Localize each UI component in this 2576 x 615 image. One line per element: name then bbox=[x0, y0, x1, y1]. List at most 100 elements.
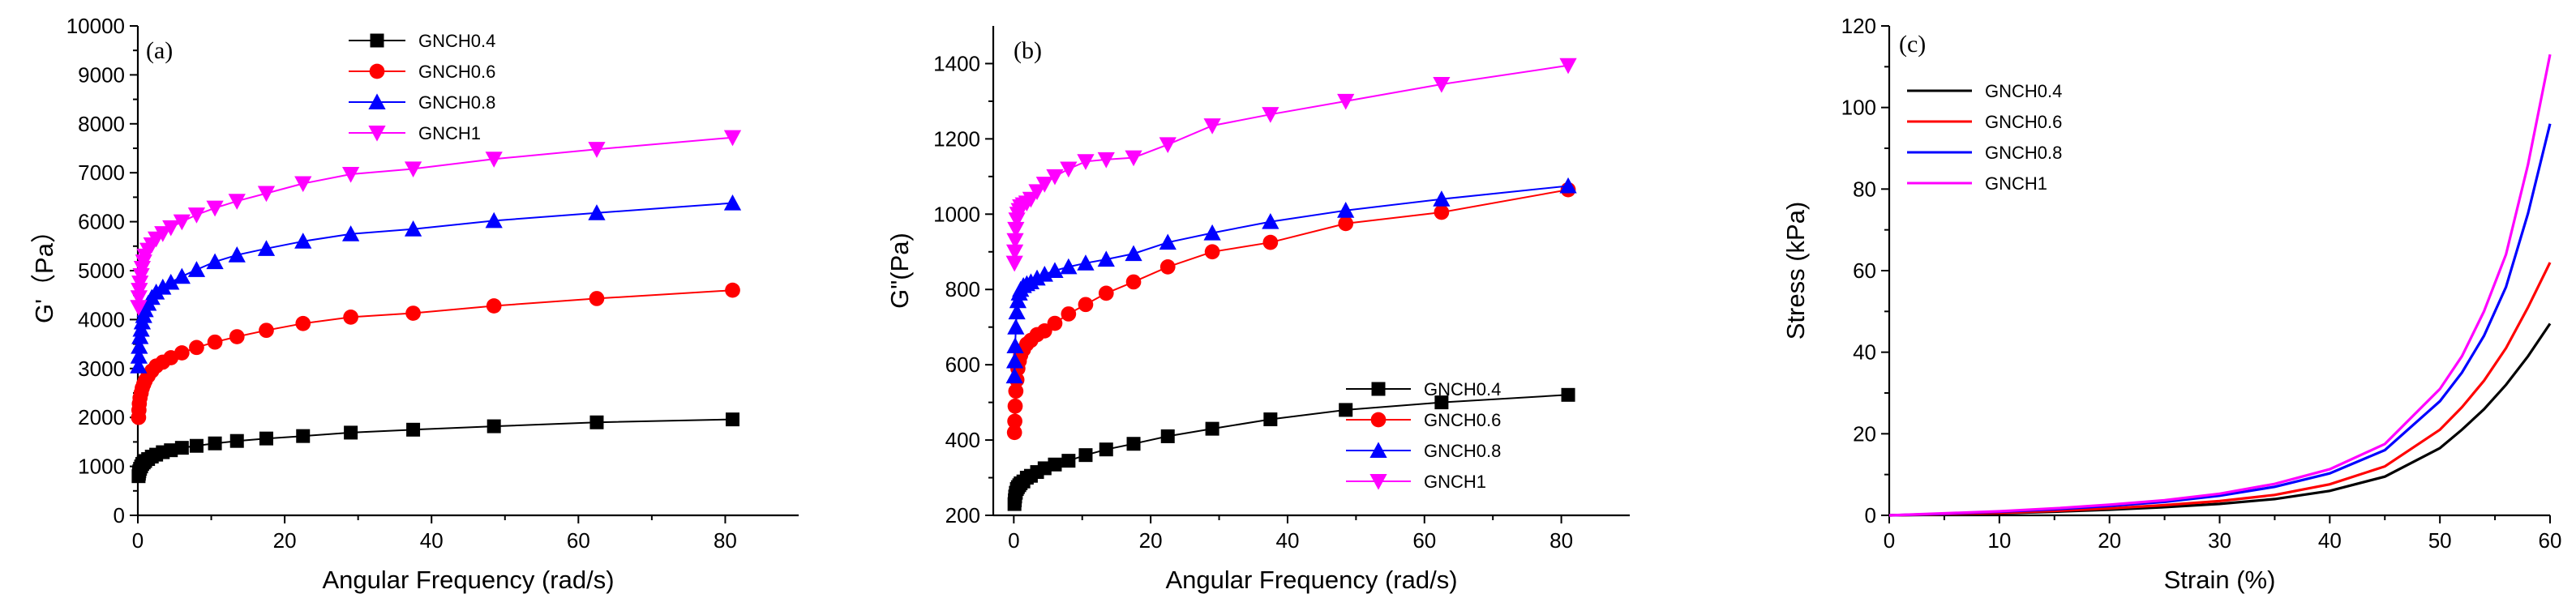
data-point-triangle-down bbox=[1203, 118, 1221, 135]
y-tick-label: 1400 bbox=[933, 51, 980, 75]
data-point-triangle-down bbox=[294, 176, 312, 193]
data-point-triangle-down bbox=[206, 200, 224, 217]
data-point-square bbox=[1434, 395, 1449, 410]
data-point-square bbox=[1061, 454, 1076, 468]
data-point-circle bbox=[207, 334, 223, 350]
data-point-circle bbox=[1047, 315, 1063, 331]
data-point-triangle-down bbox=[588, 142, 606, 158]
data-point-triangle-down bbox=[130, 290, 148, 306]
data-point-circle bbox=[343, 310, 358, 325]
legend-label: GNCH0.6 bbox=[418, 62, 495, 82]
data-point-triangle-down bbox=[485, 152, 503, 168]
data-point-square bbox=[259, 431, 273, 446]
data-point-triangle-up bbox=[1369, 442, 1387, 459]
x-tick-label: 50 bbox=[2428, 528, 2452, 553]
data-point-circle bbox=[486, 298, 502, 314]
data-point-triangle-up bbox=[187, 261, 206, 277]
data-point-triangle-down bbox=[341, 166, 360, 183]
data-point-triangle-up bbox=[1433, 190, 1451, 207]
data-point-circle bbox=[1125, 274, 1142, 290]
y-tick-label: 10000 bbox=[66, 14, 125, 38]
panel-a: 0 20 40 60 80 0 1000 2000 3000 4000 5000 6000 7000 80… bbox=[30, 14, 799, 594]
x-tick-label: 60 bbox=[2539, 528, 2562, 553]
data-point-triangle-down bbox=[723, 130, 742, 147]
y-tick-label: 0 bbox=[1865, 503, 1876, 527]
legend-label: GNCH0.8 bbox=[1985, 143, 2062, 163]
legend-label: GNCH1 bbox=[1424, 472, 1486, 492]
y-tick-label: 5000 bbox=[78, 258, 125, 283]
data-point-triangle-up bbox=[1005, 367, 1023, 384]
data-point-square bbox=[1371, 382, 1386, 396]
legend-label: GNCH0.8 bbox=[418, 92, 495, 113]
y-tick-label: 20 bbox=[1853, 421, 1876, 446]
legend-label: GNCH0.6 bbox=[1424, 410, 1501, 430]
data-point-square bbox=[589, 415, 604, 429]
y-tick-label: 6000 bbox=[78, 210, 125, 234]
data-point-circle bbox=[1098, 285, 1114, 301]
x-tick-label: 20 bbox=[2098, 528, 2121, 553]
data-point-triangle-down bbox=[173, 214, 191, 231]
x-axis-title: Angular Frequency (rad/s) bbox=[322, 566, 614, 594]
legend-label: GNCH0.8 bbox=[1424, 441, 1501, 461]
legend-label: GNCH1 bbox=[418, 123, 481, 143]
data-point-square bbox=[1126, 437, 1141, 451]
x-tick-label: 0 bbox=[132, 528, 144, 553]
data-point-triangle-up bbox=[368, 93, 386, 110]
y-tick-label: 4000 bbox=[78, 307, 125, 331]
data-point-triangle-down bbox=[1005, 255, 1023, 272]
legend-label: GNCH0.4 bbox=[1424, 379, 1501, 399]
y-tick-label: 8000 bbox=[78, 112, 125, 136]
data-point-triangle-down bbox=[187, 207, 206, 224]
series-line bbox=[1888, 262, 2552, 517]
x-tick-label: 20 bbox=[273, 528, 297, 553]
data-point-square bbox=[1099, 442, 1113, 457]
data-point-circle bbox=[295, 315, 311, 331]
x-tick-label: 0 bbox=[1884, 528, 1895, 553]
legend-label: GNCH0.4 bbox=[418, 31, 495, 51]
data-point-square bbox=[1160, 429, 1175, 443]
data-point-triangle-down bbox=[131, 275, 149, 292]
data-point-triangle-down bbox=[1433, 76, 1451, 93]
y-tick-label: 100 bbox=[1841, 96, 1876, 120]
x-tick-label: 60 bbox=[567, 528, 590, 553]
series-line bbox=[137, 289, 733, 418]
data-point-triangle-up bbox=[1007, 318, 1025, 335]
data-point-triangle-down bbox=[1125, 150, 1142, 167]
data-point-square bbox=[229, 433, 244, 448]
y-tick-label: 9000 bbox=[78, 62, 125, 87]
y-tick-label: 200 bbox=[945, 503, 980, 527]
data-point-triangle-down bbox=[1007, 221, 1025, 238]
data-point-square bbox=[174, 441, 189, 455]
y-tick-label: 1200 bbox=[933, 126, 980, 151]
y-axis-title: G'（Pa） bbox=[30, 218, 58, 323]
y-tick-label: 1000 bbox=[78, 455, 125, 479]
data-point-triangle-up bbox=[1060, 258, 1078, 275]
data-point-triangle-down bbox=[131, 283, 148, 299]
data-point-square bbox=[486, 419, 501, 433]
data-point-circle bbox=[369, 63, 385, 79]
data-point-triangle-up bbox=[485, 211, 503, 228]
data-point-circle bbox=[589, 291, 605, 306]
data-point-triangle-up bbox=[1046, 262, 1064, 279]
data-point-triangle-down bbox=[1060, 161, 1078, 178]
data-point-triangle-up bbox=[1005, 352, 1024, 369]
data-point-triangle-down bbox=[1337, 93, 1355, 110]
data-point-triangle-up bbox=[294, 233, 312, 249]
data-point-triangle-down bbox=[1097, 152, 1115, 169]
x-axis-title: Strain (%) bbox=[2164, 566, 2276, 594]
data-point-square bbox=[296, 429, 311, 443]
data-point-triangle-down bbox=[162, 220, 180, 237]
data-point-square bbox=[1078, 448, 1093, 463]
panel-label: (b) bbox=[1014, 37, 1042, 64]
data-point-triangle-down bbox=[1077, 154, 1095, 170]
data-point-square bbox=[370, 33, 384, 48]
data-point-triangle-up bbox=[1125, 245, 1142, 262]
data-point-triangle-down bbox=[1369, 473, 1387, 490]
data-point-square bbox=[726, 412, 739, 427]
legend-label: GNCH1 bbox=[1985, 173, 2047, 194]
data-point-triangle-up bbox=[341, 225, 360, 241]
data-point-circle bbox=[1007, 398, 1023, 414]
data-point-triangle-up bbox=[1337, 202, 1355, 218]
x-tick-label: 40 bbox=[1275, 528, 1299, 553]
